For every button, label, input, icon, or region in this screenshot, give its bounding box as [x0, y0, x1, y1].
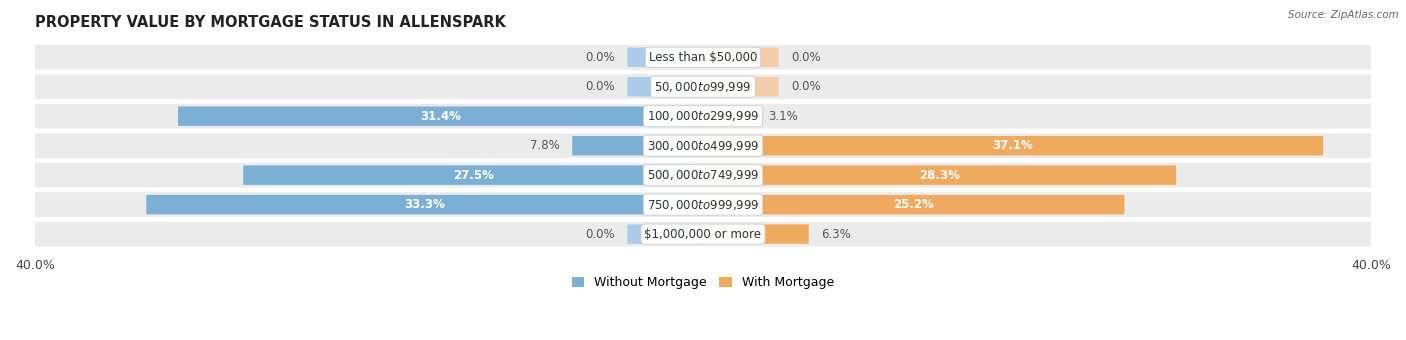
FancyBboxPatch shape	[627, 77, 703, 97]
FancyBboxPatch shape	[703, 48, 779, 67]
Legend: Without Mortgage, With Mortgage: Without Mortgage, With Mortgage	[567, 271, 839, 294]
Text: $50,000 to $99,999: $50,000 to $99,999	[654, 80, 752, 94]
FancyBboxPatch shape	[146, 195, 703, 214]
Text: $100,000 to $299,999: $100,000 to $299,999	[647, 109, 759, 123]
Text: 31.4%: 31.4%	[420, 110, 461, 123]
FancyBboxPatch shape	[34, 45, 1372, 70]
Text: 3.1%: 3.1%	[768, 110, 797, 123]
FancyBboxPatch shape	[703, 195, 1125, 214]
FancyBboxPatch shape	[179, 106, 703, 126]
Text: 6.3%: 6.3%	[821, 227, 851, 241]
Text: $750,000 to $999,999: $750,000 to $999,999	[647, 198, 759, 211]
Text: 0.0%: 0.0%	[792, 51, 821, 64]
FancyBboxPatch shape	[703, 224, 808, 244]
FancyBboxPatch shape	[34, 163, 1372, 188]
Text: 0.0%: 0.0%	[792, 80, 821, 93]
FancyBboxPatch shape	[34, 192, 1372, 217]
Text: 28.3%: 28.3%	[920, 169, 960, 182]
FancyBboxPatch shape	[627, 224, 703, 244]
FancyBboxPatch shape	[34, 74, 1372, 99]
Text: Less than $50,000: Less than $50,000	[648, 51, 758, 64]
FancyBboxPatch shape	[703, 136, 1323, 155]
FancyBboxPatch shape	[34, 222, 1372, 246]
FancyBboxPatch shape	[703, 166, 1177, 185]
Text: PROPERTY VALUE BY MORTGAGE STATUS IN ALLENSPARK: PROPERTY VALUE BY MORTGAGE STATUS IN ALL…	[35, 15, 506, 30]
Text: 0.0%: 0.0%	[585, 51, 614, 64]
FancyBboxPatch shape	[703, 77, 779, 97]
Text: Source: ZipAtlas.com: Source: ZipAtlas.com	[1288, 10, 1399, 20]
Text: 33.3%: 33.3%	[405, 198, 446, 211]
Text: 27.5%: 27.5%	[453, 169, 494, 182]
FancyBboxPatch shape	[572, 136, 703, 155]
FancyBboxPatch shape	[703, 106, 755, 126]
FancyBboxPatch shape	[34, 104, 1372, 129]
Text: 0.0%: 0.0%	[585, 80, 614, 93]
Text: 37.1%: 37.1%	[993, 139, 1033, 152]
Text: 25.2%: 25.2%	[893, 198, 934, 211]
Text: 0.0%: 0.0%	[585, 227, 614, 241]
Text: 7.8%: 7.8%	[530, 139, 560, 152]
Text: $300,000 to $499,999: $300,000 to $499,999	[647, 139, 759, 153]
Text: $500,000 to $749,999: $500,000 to $749,999	[647, 168, 759, 182]
Text: $1,000,000 or more: $1,000,000 or more	[644, 227, 762, 241]
FancyBboxPatch shape	[627, 48, 703, 67]
FancyBboxPatch shape	[34, 133, 1372, 158]
FancyBboxPatch shape	[243, 166, 703, 185]
